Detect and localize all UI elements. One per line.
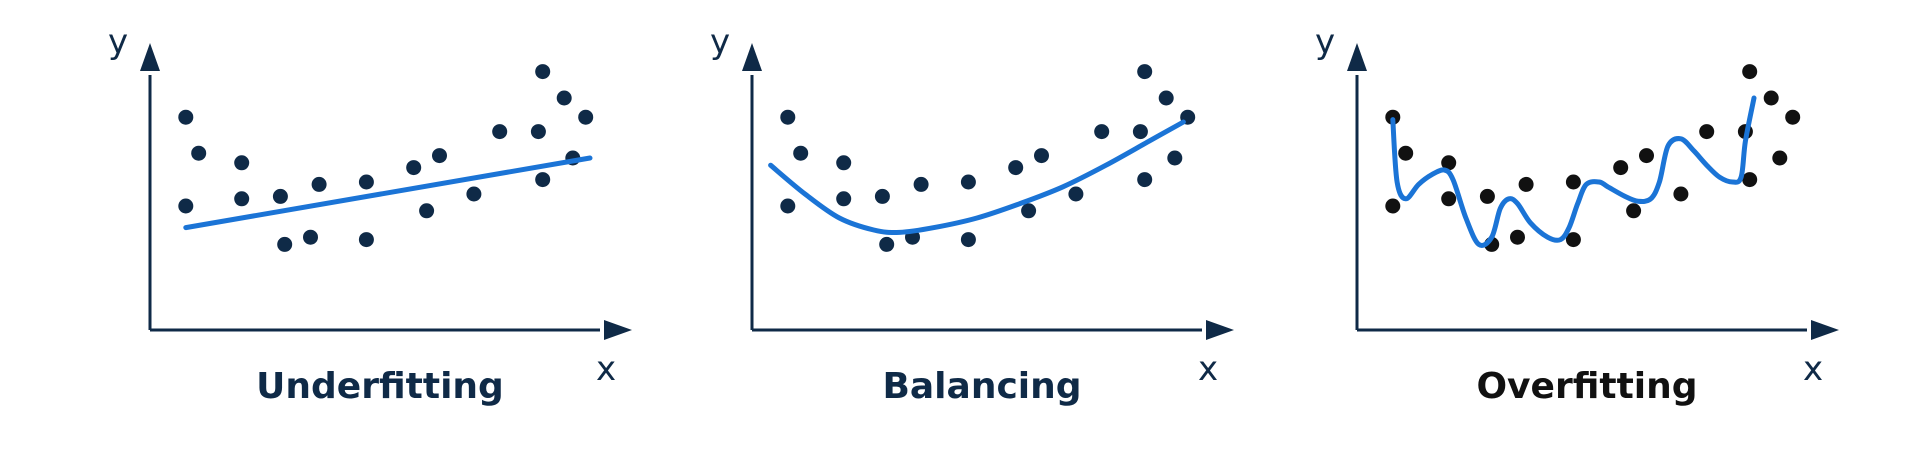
data-point (191, 145, 207, 161)
data-point (1167, 150, 1183, 166)
data-point (1008, 160, 1024, 176)
data-point (1021, 203, 1037, 219)
data-point (1385, 198, 1401, 214)
data-point (1613, 160, 1629, 176)
data-point (530, 124, 546, 140)
panel-overfitting: y x Overfitting (1315, 22, 1839, 407)
data-point (1639, 148, 1654, 164)
data-point (879, 236, 895, 252)
data-point (1785, 109, 1801, 125)
panel-underfitting-marks (178, 64, 594, 252)
data-point (535, 172, 551, 188)
data-point (466, 186, 482, 202)
data-point (303, 229, 318, 245)
data-point (234, 191, 250, 207)
data-point (836, 155, 852, 171)
data-point (1772, 150, 1788, 166)
data-point (1137, 172, 1153, 188)
data-point (1094, 124, 1110, 140)
data-point (1479, 188, 1495, 204)
data-point (419, 203, 435, 219)
data-point (1398, 145, 1414, 161)
data-point (1626, 203, 1642, 219)
data-point (913, 176, 929, 192)
y-axis-arrowhead (742, 43, 762, 71)
data-point (1742, 172, 1758, 188)
panel-underfitting: y x Underfitting (108, 22, 632, 407)
data-point (1441, 155, 1457, 171)
fit-line (768, 119, 1186, 236)
data-point (358, 174, 374, 190)
y-axis-label: y (1315, 22, 1335, 62)
panel-balancing-marks (768, 64, 1196, 252)
panel-title-underfitting: Underfitting (256, 366, 504, 407)
data-point (1565, 174, 1581, 190)
data-point (1510, 229, 1525, 245)
x-axis-label: x (1198, 349, 1218, 389)
data-point (1132, 124, 1148, 140)
data-point (793, 145, 809, 161)
y-axis-arrowhead (1347, 43, 1367, 71)
data-point (1673, 186, 1689, 202)
x-axis-label: x (1803, 349, 1823, 389)
y-axis-label: y (710, 22, 730, 62)
y-axis-arrowhead (140, 43, 160, 71)
fit-line (183, 155, 593, 231)
data-point (358, 232, 374, 248)
panel-balancing: y x Balancing (710, 22, 1234, 407)
data-point (1441, 191, 1457, 207)
data-point (234, 155, 250, 171)
data-point (1158, 90, 1174, 106)
data-point (780, 109, 796, 125)
data-point (556, 90, 572, 106)
data-point (874, 188, 890, 204)
panel-title-overfitting: Overfitting (1476, 366, 1697, 407)
x-axis-label: x (596, 349, 616, 389)
x-axis-arrowhead (1811, 320, 1839, 340)
data-point (1068, 186, 1084, 202)
data-point (578, 109, 594, 125)
data-point (311, 176, 327, 192)
data-point (780, 198, 796, 214)
data-point (492, 124, 508, 140)
data-point (178, 198, 194, 214)
data-point (836, 191, 852, 207)
data-point (960, 174, 976, 190)
data-point (277, 236, 293, 252)
x-axis-arrowhead (604, 320, 632, 340)
x-axis-arrowhead (1206, 320, 1234, 340)
y-axis-label: y (108, 22, 128, 62)
data-point (432, 148, 447, 164)
data-point (535, 64, 551, 80)
data-point (1565, 232, 1581, 248)
panel-title-balancing: Balancing (882, 366, 1081, 407)
data-point (1137, 64, 1153, 80)
data-point (1034, 148, 1049, 164)
panel-overfitting-marks (1385, 64, 1801, 252)
data-point (960, 232, 976, 248)
data-point (1518, 176, 1534, 192)
data-point (1699, 124, 1715, 140)
fit-line (1390, 95, 1757, 248)
data-point (178, 109, 194, 125)
data-point (406, 160, 422, 176)
data-point (1763, 90, 1779, 106)
data-point (272, 188, 288, 204)
data-point (1742, 64, 1758, 80)
